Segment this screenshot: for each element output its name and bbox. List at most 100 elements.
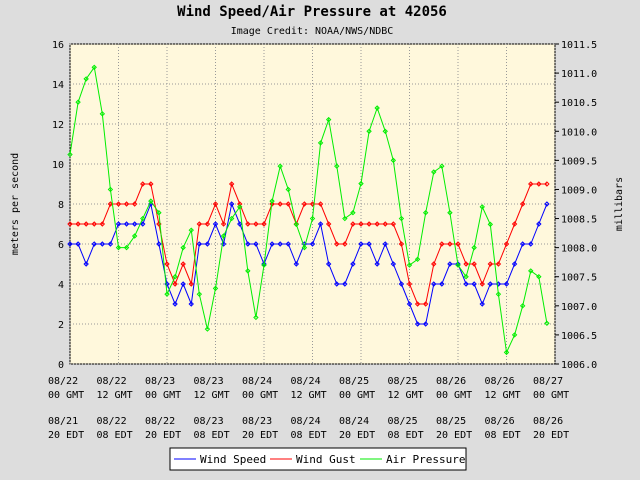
x-tick-edt-time: 20 EDT	[339, 430, 375, 441]
data-point-air-pressure	[519, 303, 526, 309]
data-point-wind-gust	[245, 221, 251, 227]
data-point-wind-speed	[439, 281, 445, 287]
x-tick-edt-date: 08/26	[485, 416, 515, 427]
data-point-wind-speed	[317, 221, 324, 227]
data-point-wind-speed	[528, 241, 534, 247]
data-point-wind-speed	[374, 261, 380, 267]
data-point-wind-gust	[172, 281, 178, 287]
data-point-wind-speed	[463, 281, 469, 287]
data-point-wind-speed	[511, 261, 518, 267]
data-point-wind-gust	[511, 221, 518, 227]
data-point-air-pressure	[293, 221, 300, 228]
data-point-wind-speed	[479, 301, 485, 307]
data-point-wind-speed	[366, 241, 372, 247]
x-tick-gmt-time: 12 GMT	[194, 390, 230, 401]
right-tick-label: 1006.0	[561, 360, 597, 371]
data-point-wind-speed	[503, 281, 510, 287]
data-point-air-pressure	[317, 140, 324, 146]
data-point-air-pressure	[245, 268, 251, 274]
x-tick-gmt-date: 08/22	[97, 376, 127, 387]
data-point-wind-speed	[350, 261, 356, 267]
data-point-wind-speed	[131, 221, 138, 227]
data-point-wind-gust	[261, 221, 267, 227]
data-point-wind-gust	[204, 221, 211, 227]
legend-label-air-pressure: Air Pressure	[386, 453, 465, 466]
data-point-air-pressure	[342, 215, 348, 222]
data-point-air-pressure	[471, 244, 477, 251]
x-tick-gmt-date: 08/27	[533, 376, 563, 387]
left-tick-label: 2	[58, 320, 64, 331]
data-point-air-pressure	[414, 256, 421, 262]
data-point-air-pressure	[463, 274, 469, 280]
x-tick-gmt-date: 08/26	[485, 376, 515, 387]
data-point-air-pressure	[212, 285, 219, 292]
series-line-air-pressure	[69, 66, 548, 355]
data-point-wind-gust	[317, 201, 324, 207]
x-tick-edt-time: 08 EDT	[97, 430, 133, 441]
data-point-wind-gust	[503, 241, 510, 247]
data-point-wind-gust	[67, 221, 73, 227]
right-tick-label: 1009.5	[561, 156, 597, 167]
data-point-air-pressure	[390, 157, 397, 164]
data-point-air-pressure	[91, 64, 97, 70]
x-tick-edt-date: 08/21	[48, 416, 78, 427]
data-point-wind-gust	[212, 201, 219, 207]
data-point-air-pressure	[382, 128, 388, 134]
x-tick-gmt-time: 00 GMT	[48, 390, 84, 401]
data-point-wind-speed	[196, 241, 203, 247]
data-point-wind-gust	[350, 221, 356, 227]
right-axis-label: millibars	[614, 177, 625, 231]
data-point-wind-speed	[309, 241, 316, 247]
data-point-wind-gust	[253, 221, 259, 227]
data-point-air-pressure	[156, 210, 162, 216]
data-point-wind-gust	[358, 221, 364, 227]
data-point-wind-gust	[528, 181, 534, 187]
data-point-wind-gust	[431, 261, 437, 267]
data-point-air-pressure	[374, 105, 380, 111]
x-tick-edt-date: 08/23	[242, 416, 272, 427]
data-point-air-pressure	[366, 128, 372, 134]
data-point-wind-gust	[99, 221, 106, 227]
x-tick-gmt-date: 08/25	[339, 376, 369, 387]
data-point-wind-gust	[544, 181, 550, 187]
left-tick-label: 14	[52, 80, 64, 91]
chart-subtitle: Image Credit: NOAA/NWS/NDBC	[231, 26, 394, 37]
right-tick-label: 1009.0	[561, 185, 597, 196]
x-tick-gmt-date: 08/23	[194, 376, 224, 387]
x-tick-gmt-time: 12 GMT	[388, 390, 424, 401]
left-tick-label: 0	[58, 360, 64, 371]
data-point-wind-gust	[471, 261, 477, 267]
x-tick-gmt-time: 00 GMT	[145, 390, 181, 401]
data-point-wind-gust	[366, 221, 372, 227]
data-point-air-pressure	[196, 291, 203, 297]
x-tick-gmt-date: 08/26	[436, 376, 466, 387]
data-point-air-pressure	[172, 274, 178, 280]
x-tick-gmt-time: 00 GMT	[533, 390, 569, 401]
data-point-air-pressure	[115, 244, 122, 251]
data-point-wind-speed	[83, 261, 89, 267]
data-point-wind-speed	[75, 241, 81, 247]
data-point-wind-gust	[148, 181, 154, 187]
right-tick-label: 1008.5	[561, 215, 597, 226]
data-point-wind-speed	[123, 221, 130, 227]
data-point-wind-speed	[358, 241, 364, 247]
data-point-air-pressure	[358, 180, 364, 187]
data-point-wind-speed	[519, 241, 526, 247]
x-tick-gmt-time: 12 GMT	[97, 390, 133, 401]
data-point-air-pressure	[131, 233, 138, 239]
data-point-wind-speed	[204, 241, 211, 247]
data-point-air-pressure	[439, 163, 445, 169]
right-tick-label: 1007.0	[561, 302, 597, 313]
data-point-air-pressure	[75, 99, 81, 105]
data-point-wind-gust	[479, 281, 485, 287]
data-point-wind-speed	[140, 221, 146, 227]
data-point-wind-speed	[447, 261, 453, 267]
data-point-air-pressure	[479, 204, 485, 210]
data-point-air-pressure	[406, 262, 413, 268]
data-point-wind-gust	[140, 181, 146, 187]
x-tick-edt-time: 20 EDT	[48, 430, 84, 441]
data-point-air-pressure	[277, 163, 283, 169]
left-tick-label: 12	[52, 120, 64, 131]
data-point-wind-speed	[431, 281, 437, 287]
legend-box	[169, 447, 467, 471]
